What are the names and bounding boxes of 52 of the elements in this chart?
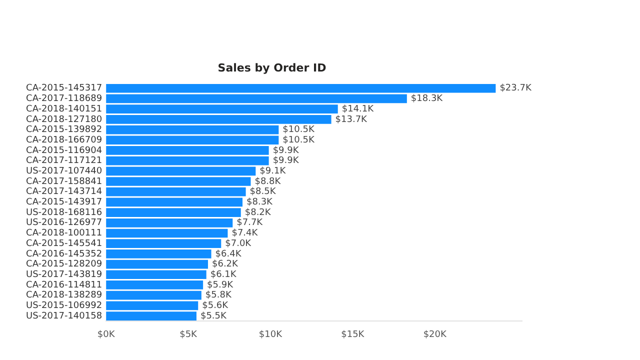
data-label: $9.9K <box>272 146 300 156</box>
data-label: $9.9K <box>272 156 300 166</box>
y-tick-label: CA-2015-145541 <box>26 238 102 249</box>
data-label: $8.2K <box>244 208 272 218</box>
data-label: $9.1K <box>260 166 287 176</box>
y-tick-label: CA-2016-114811 <box>26 280 102 290</box>
x-tick-label: $20K <box>423 330 448 340</box>
data-label: $10.5K <box>282 135 316 146</box>
data-label: $5.5K <box>200 311 228 322</box>
y-tick-label: CA-2015-143917 <box>26 198 102 208</box>
y-tick-label: CA-2015-128209 <box>26 260 102 270</box>
data-label: $14.1K <box>342 104 375 114</box>
y-tick-label: US-2015-106992 <box>26 301 102 312</box>
x-tick-label: $10K <box>258 330 284 340</box>
data-label: $7.7K <box>236 218 264 228</box>
y-tick-label: US-2017-143819 <box>26 270 102 280</box>
y-tick-label: CA-2015-116904 <box>26 146 102 156</box>
data-label: $7.0K <box>225 238 252 249</box>
y-tick-label: CA-2015-139892 <box>26 125 102 136</box>
data-label: $13.7K <box>335 114 368 125</box>
x-tick-label: $5K <box>180 330 198 340</box>
data-label: $5.9K <box>207 280 234 290</box>
y-tick-label: CA-2015-145317 <box>26 84 102 94</box>
data-label: $8.8K <box>254 176 282 187</box>
data-label: $7.4K <box>232 228 259 239</box>
data-label: $6.4K <box>215 249 242 260</box>
data-label: $8.5K <box>250 187 277 198</box>
data-label: $6.2K <box>212 260 240 270</box>
data-label: $8.3K <box>246 198 274 208</box>
data-label: $18.3K <box>410 94 444 104</box>
y-tick-label: US-2016-126977 <box>26 218 102 228</box>
y-tick-label: CA-2018-138289 <box>26 290 102 301</box>
data-label: $5.6K <box>202 301 230 312</box>
chart-title: Sales by Order ID <box>218 61 326 74</box>
data-label: $6.1K <box>210 270 238 280</box>
data-label: $5.8K <box>205 290 232 301</box>
y-tick-label: CA-2017-158841 <box>26 176 102 187</box>
y-tick-label: CA-2018-127180 <box>26 114 102 125</box>
y-tick-label: US-2017-140158 <box>26 311 102 322</box>
data-label: $10.5K <box>282 125 316 136</box>
x-tick-label: $0K <box>97 330 116 340</box>
y-tick-label: CA-2018-100111 <box>26 228 102 239</box>
y-tick-label: CA-2016-145352 <box>26 249 102 260</box>
y-tick-label: CA-2017-117121 <box>26 156 102 166</box>
y-tick-label: CA-2017-118689 <box>26 94 102 104</box>
data-label: $23.7K <box>500 84 532 94</box>
y-tick-label: US-2017-107440 <box>26 166 102 176</box>
y-tick-label: CA-2017-143714 <box>26 187 102 198</box>
x-tick-label: $15K <box>341 330 366 340</box>
y-tick-label: CA-2018-140151 <box>26 104 102 114</box>
y-tick-label: US-2018-168116 <box>26 208 102 218</box>
y-tick-label: CA-2018-166709 <box>26 135 102 146</box>
